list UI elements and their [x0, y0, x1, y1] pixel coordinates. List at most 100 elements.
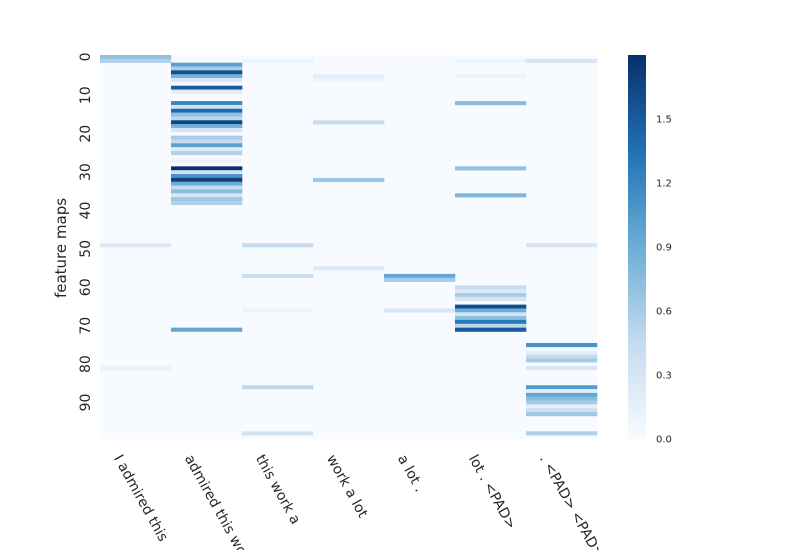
colorbar-tick-label: 0.6 — [656, 307, 672, 318]
x-tick-label: work a lot — [323, 452, 371, 521]
heatmap-cell — [242, 385, 314, 390]
heatmap-cell — [455, 296, 527, 302]
heatmap-cell — [455, 74, 527, 79]
heatmap-cell — [455, 166, 527, 171]
heatmap-cell — [171, 104, 243, 110]
y-tick-label: 30 — [78, 163, 94, 181]
x-tick-label: a lot . — [394, 452, 427, 495]
colorbar — [628, 55, 646, 439]
heatmap-cell — [526, 366, 598, 371]
y-tick-label: 40 — [78, 202, 94, 220]
y-tick-label: 90 — [78, 394, 94, 412]
heatmap-cell — [242, 273, 314, 279]
heatmap-cell — [526, 408, 598, 413]
x-tick-label: lot . <PAD> — [465, 452, 519, 532]
heatmap-cell — [171, 124, 243, 129]
heatmap-cell — [171, 112, 243, 117]
heatmap-cell — [171, 174, 243, 179]
heatmap-cell — [455, 319, 527, 325]
heatmap-cell — [100, 366, 172, 371]
heatmap-cell — [384, 273, 456, 279]
heatmap-cell — [526, 431, 598, 436]
heatmap-cell — [455, 327, 527, 332]
heatmap-cell — [455, 193, 527, 198]
heatmap-cell — [171, 170, 243, 175]
heatmap-cell — [171, 127, 243, 133]
heatmap-cell — [171, 101, 243, 106]
heatmap-cell — [526, 350, 598, 355]
heatmap-cell — [526, 58, 598, 63]
heatmap-cell — [526, 412, 598, 417]
heatmap-cell — [171, 78, 243, 83]
colorbar-tick-label: 0.9 — [656, 243, 672, 254]
heatmap-cell — [171, 193, 243, 198]
heatmap-cell — [171, 108, 243, 113]
heatmap-cell — [526, 392, 598, 398]
plot-area — [100, 55, 598, 439]
y-tick-label: 10 — [78, 86, 94, 104]
heatmap-cell — [100, 55, 172, 60]
heatmap-cell — [242, 243, 314, 248]
heatmap-cell — [171, 70, 243, 75]
heatmap-cell — [171, 200, 243, 206]
heatmap-cell — [384, 277, 456, 282]
heatmap-cell — [242, 431, 314, 436]
y-tick-label: 80 — [78, 355, 94, 373]
heatmap-cell — [171, 120, 243, 125]
colorbar-tick-label: 0.0 — [656, 435, 672, 446]
heatmap-cell — [455, 316, 527, 321]
heatmap-cell — [455, 304, 527, 309]
heatmap-cell — [313, 78, 385, 83]
heatmap-cell — [455, 58, 527, 63]
heatmap-cell — [171, 85, 243, 90]
colorbar-tick-label: 1.5 — [656, 115, 672, 126]
heatmap-cell — [171, 185, 243, 190]
heatmap-cell — [171, 74, 243, 79]
heatmap-cell — [100, 243, 172, 248]
heatmap-cell — [171, 139, 243, 144]
heatmap-cell — [171, 189, 243, 194]
heatmap-cell — [100, 58, 172, 63]
colorbar-tick-label: 0.3 — [656, 371, 672, 382]
x-tick-label: this work a — [252, 452, 303, 527]
heatmap-cell — [313, 177, 385, 183]
heatmap-cell — [526, 389, 598, 394]
heatmap-cell — [526, 358, 598, 363]
x-tick-label: admired this work — [181, 452, 257, 550]
heatmap-cell — [313, 266, 385, 271]
heatmap-cell — [171, 197, 243, 202]
heatmap-cell — [384, 308, 456, 313]
heatmap-cell — [171, 151, 243, 156]
heatmap-cell — [455, 101, 527, 106]
y-tick-label: 50 — [78, 240, 94, 258]
heatmap-cell — [171, 116, 243, 121]
heatmap-cell — [171, 181, 243, 186]
heatmap-cell — [242, 308, 314, 313]
colorbar-gradient — [628, 55, 646, 439]
y-axis-ticks: 0 10 20 30 40 50 60 70 80 90 — [78, 52, 94, 411]
heatmap-cell — [171, 177, 243, 183]
y-axis-label: feature maps — [52, 198, 70, 298]
heatmap-cell — [313, 74, 385, 79]
heatmap-cell — [526, 400, 598, 405]
heatmap-cell — [455, 312, 527, 317]
y-tick-label: 60 — [78, 278, 94, 296]
colorbar-tick-label: 1.2 — [656, 179, 672, 190]
heatmap-cell — [313, 120, 385, 125]
heatmap-cell — [171, 143, 243, 148]
heatmap-cell — [526, 396, 598, 401]
heatmap-cell — [526, 385, 598, 390]
heatmap-cell — [171, 147, 243, 152]
heatmap-cell — [171, 166, 243, 171]
heatmap-cell — [171, 135, 243, 140]
heatmap-cell — [526, 343, 598, 348]
x-tick-label: . <PAD> <PAD> — [536, 452, 606, 550]
heatmap-cell — [455, 323, 527, 328]
heatmap-cell — [171, 66, 243, 71]
heatmap-cell — [455, 308, 527, 313]
heatmap-cell — [526, 354, 598, 359]
heatmap-cell — [526, 243, 598, 248]
y-tick-label: 70 — [78, 317, 94, 335]
